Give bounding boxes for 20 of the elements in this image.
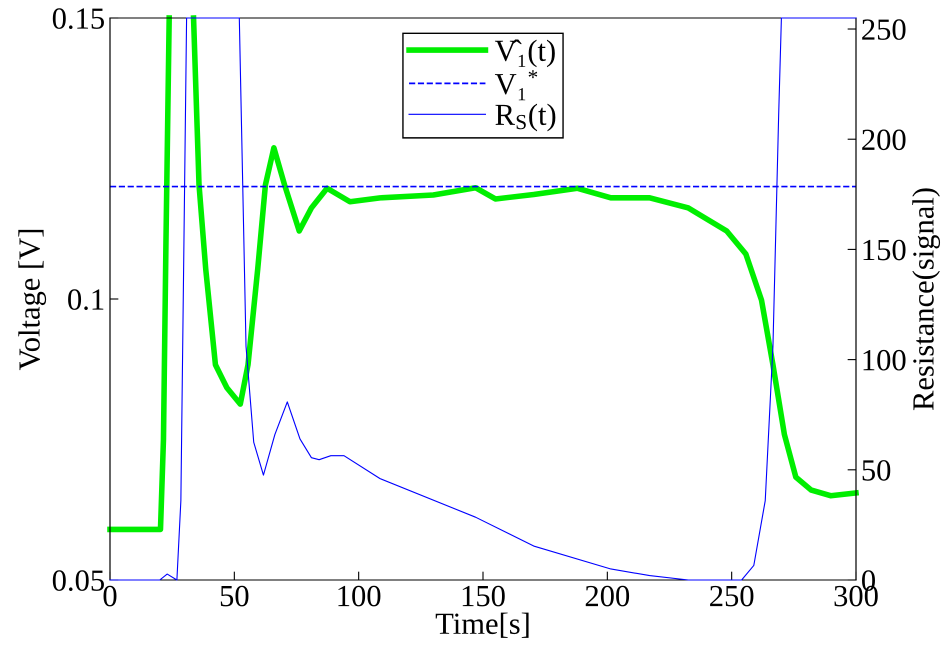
y-tick-label: 0.1 bbox=[68, 289, 104, 310]
x-tick-label: 0 bbox=[104, 586, 116, 606]
y2-tick-label: 200 bbox=[862, 130, 906, 150]
y-tick-label: 0.05 bbox=[52, 570, 104, 592]
legend-label: V̂₁(t) bbox=[494, 40, 555, 68]
y2-tick-label: 100 bbox=[864, 350, 906, 371]
x-axis-title: Time[s] bbox=[436, 612, 529, 638]
x-tick-label: 50 bbox=[220, 586, 248, 606]
x-tick-label: 150 bbox=[462, 586, 505, 606]
legend-label: R$_{S}$(t) bbox=[495, 104, 556, 132]
legend-label: V₁$^{*}$ bbox=[494, 70, 538, 100]
x-tick-label: 250 bbox=[710, 586, 754, 606]
y2-tick-label: 150 bbox=[864, 240, 906, 260]
y2-axis-title: Resistance(signal) bbox=[912, 188, 940, 410]
y-axis-title: Voltage [V] bbox=[18, 230, 46, 370]
y2-tick-label: 50 bbox=[862, 460, 890, 481]
y2-tick-label: 250 bbox=[862, 19, 906, 40]
x-tick-label: 100 bbox=[338, 586, 380, 606]
x-tick-label: 200 bbox=[586, 586, 630, 606]
y-tick-label: 0.15 bbox=[52, 8, 104, 30]
